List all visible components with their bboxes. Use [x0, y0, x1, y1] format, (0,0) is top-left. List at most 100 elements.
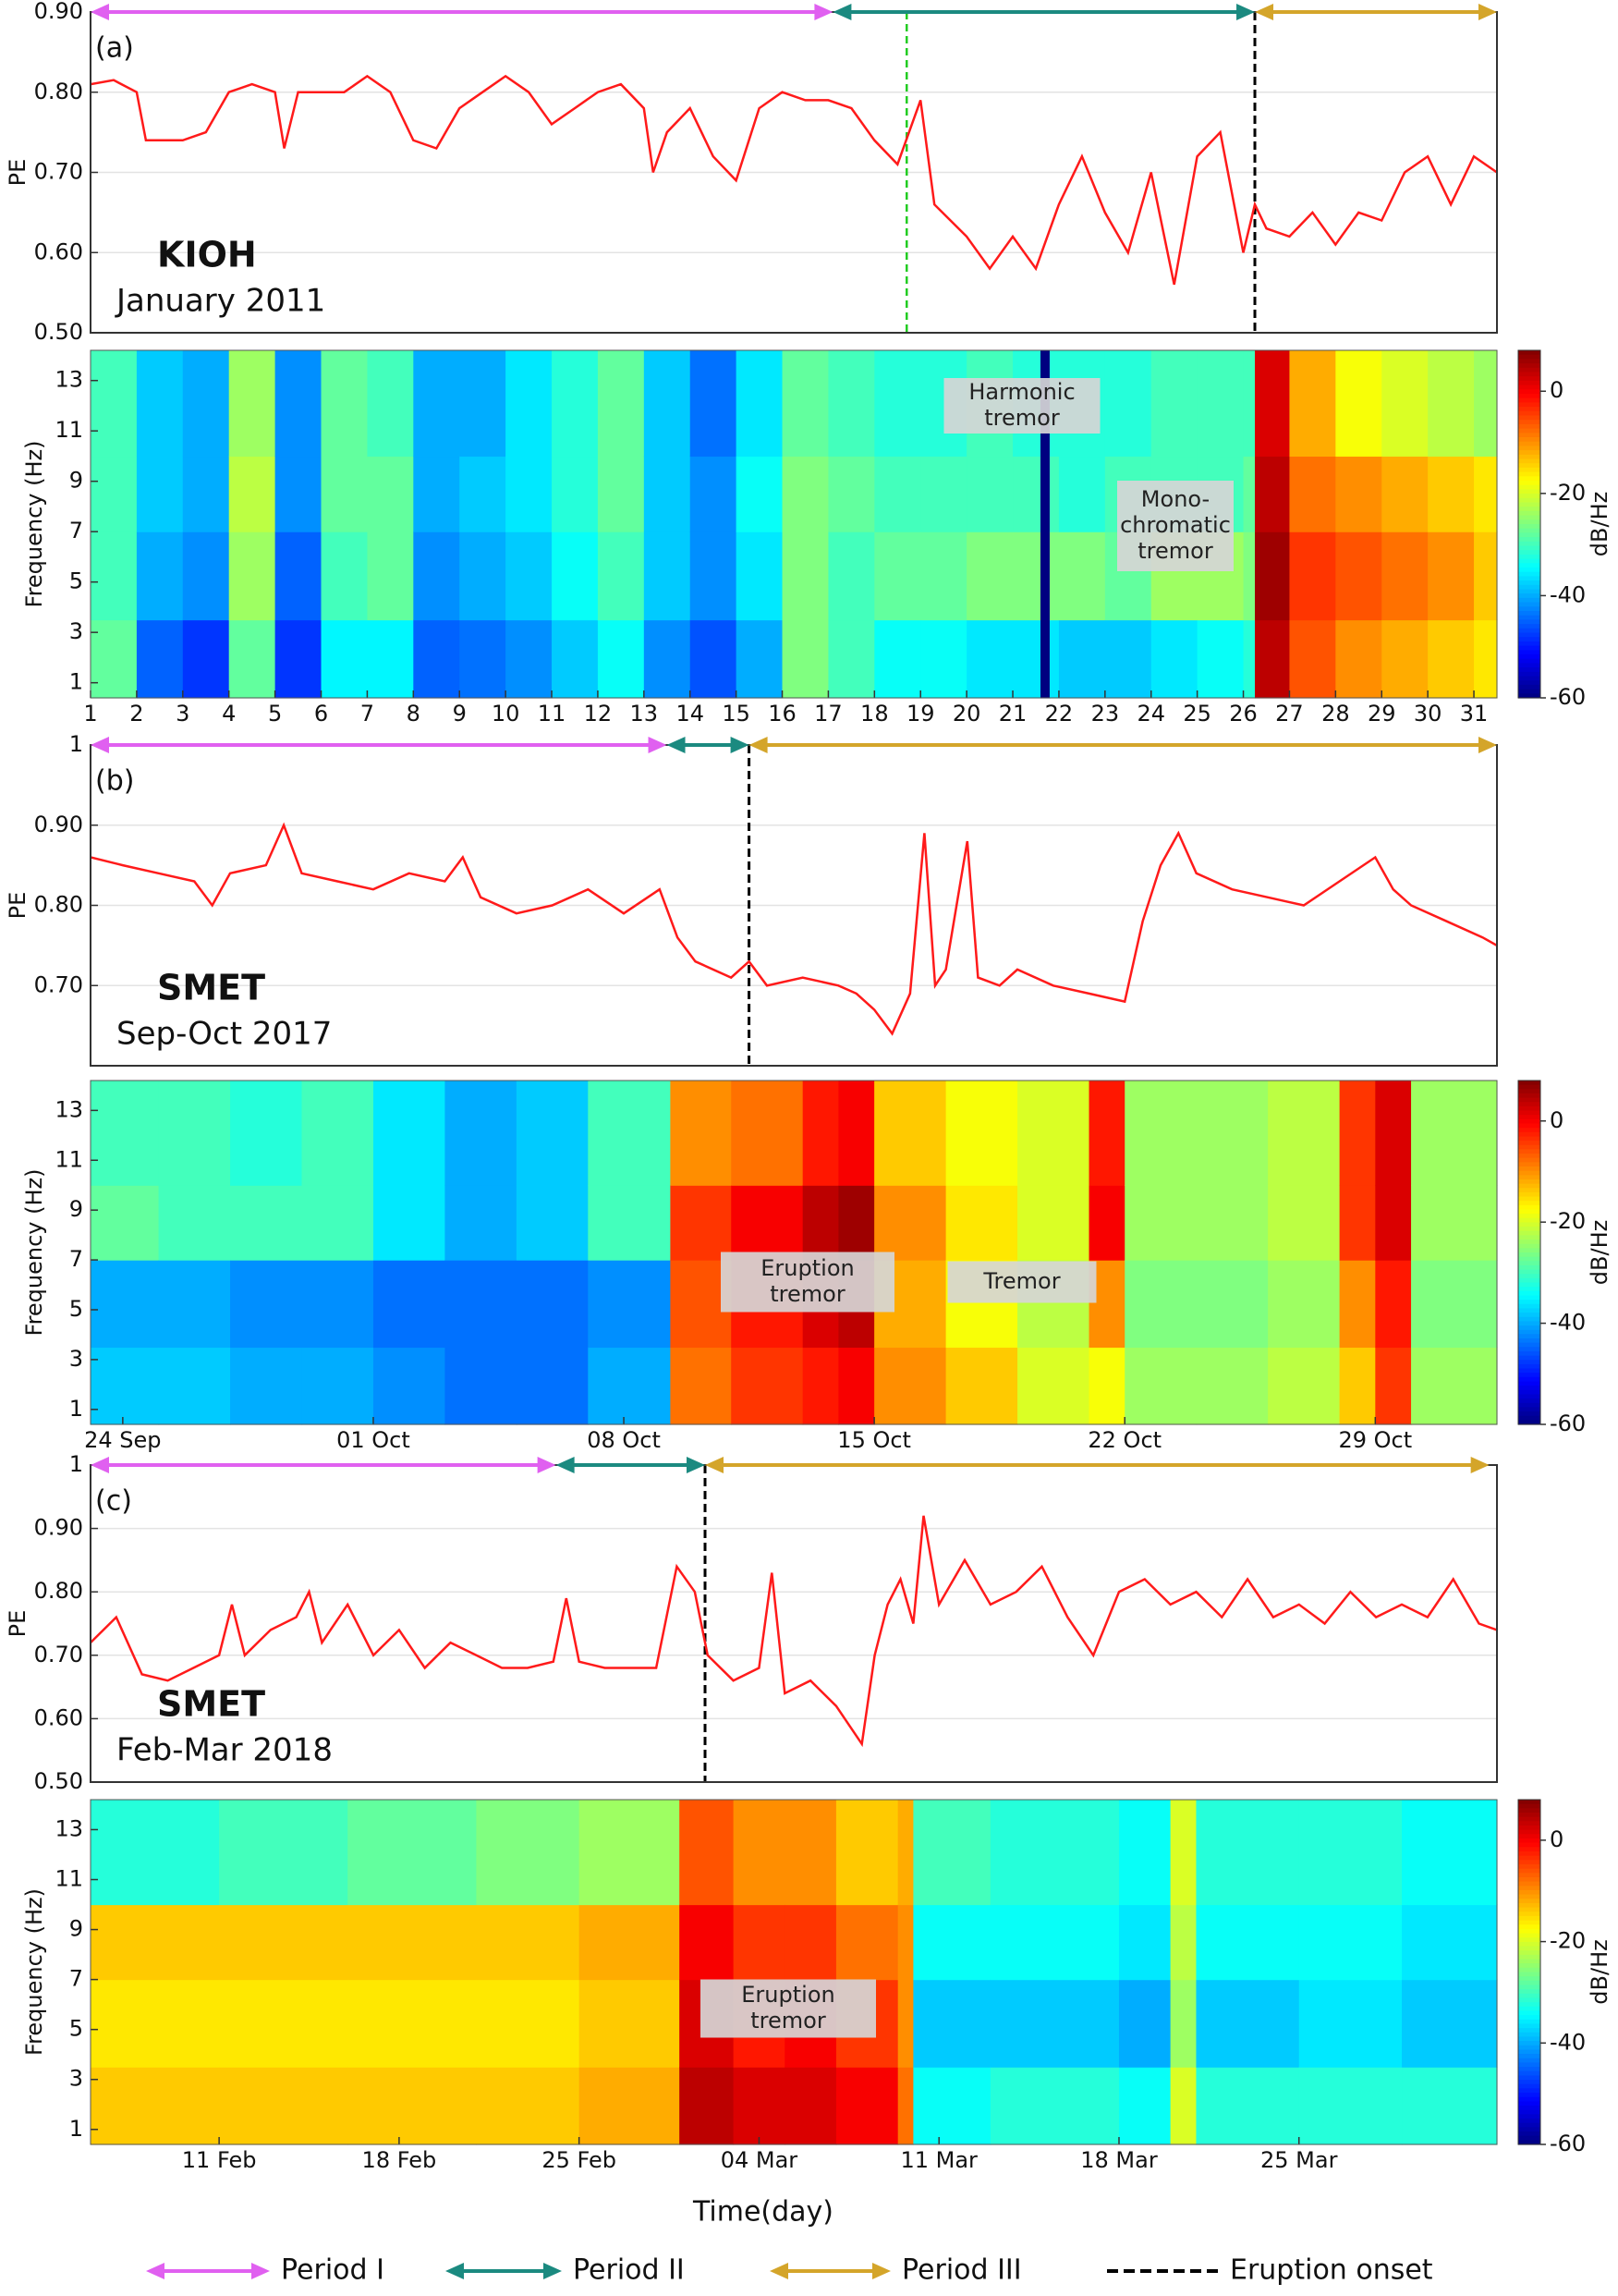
colorbar-segment [1518, 1093, 1540, 1099]
annotation-text: Mono- [1141, 486, 1210, 512]
annotation-text: tremor [770, 1281, 845, 1307]
spectrogram-cell [1243, 619, 1256, 699]
spectrogram-cell [413, 531, 460, 621]
colorbar-segment [1518, 397, 1540, 403]
colorbar-segment [1518, 1800, 1540, 1805]
spectrogram-cell [920, 619, 967, 699]
colorbar-segment [1518, 1829, 1540, 1835]
annotation-box [943, 378, 1101, 434]
colorbar-segment [1518, 1347, 1540, 1352]
colorbar-segment [1518, 1993, 1540, 1999]
colorbar-segment [1518, 545, 1540, 551]
spectrogram-cell [301, 1260, 374, 1349]
spectrogram-cell [578, 1904, 680, 1981]
colorbar-segment [1518, 1166, 1540, 1172]
colorbar-tick-label: 0 [1550, 1826, 1563, 1852]
colorbar-segment [1518, 1876, 1540, 1883]
annotation-text: Harmonic [968, 379, 1075, 405]
y-axis-label: PE [5, 892, 30, 920]
annotation-text: Tremor [982, 1268, 1060, 1294]
y-tick-label: 13 [55, 1096, 83, 1122]
period-arrow-head [648, 737, 667, 753]
y-axis-label: PE [5, 1610, 30, 1638]
colorbar-segment [1518, 1911, 1540, 1917]
spectrogram-cell [670, 1347, 732, 1425]
x-tick-label: 7 [360, 701, 374, 727]
colorbar-tick-label: -60 [1550, 2131, 1586, 2156]
spectrogram-cell [91, 2067, 220, 2145]
spectrogram-cell [670, 1081, 732, 1186]
spectrogram-cell [1381, 531, 1429, 621]
spectrogram-cell [1339, 1260, 1376, 1349]
colorbar-segment [1518, 1989, 1540, 1995]
colorbar-segment [1518, 1847, 1540, 1852]
period-arrow-head [1478, 737, 1497, 753]
x-tick-label: 11 Mar [900, 2147, 978, 2173]
spectrogram-cell [1040, 619, 1051, 699]
colorbar-segment [1518, 597, 1540, 604]
spectrogram-cell [1428, 350, 1475, 458]
spectrogram-cell [967, 619, 1014, 699]
colorbar-segment [1518, 571, 1540, 577]
colorbar-segment [1518, 1980, 1540, 1986]
spectrogram-cell [913, 1979, 991, 2068]
colorbar-segment [1518, 407, 1540, 412]
spectrogram-cell [588, 1185, 671, 1261]
colorbar-segment [1518, 1217, 1540, 1224]
x-tick-label: 5 [268, 701, 282, 727]
spectrogram-cell [1013, 456, 1041, 532]
spectrogram-cell [1474, 619, 1498, 699]
spectrogram-cell [91, 1260, 160, 1349]
spectrogram-cell [347, 2067, 477, 2145]
colorbar-segment [1518, 1325, 1540, 1331]
colorbar-segment [1518, 1350, 1540, 1357]
x-tick-label: 04 Mar [721, 2147, 798, 2173]
spectrogram-cell [1118, 2067, 1172, 2145]
colorbar-segment [1518, 676, 1540, 681]
y-tick-label: 9 [69, 468, 83, 494]
spectrogram-cell [1196, 1904, 1300, 1981]
spectrogram-cell [1255, 619, 1291, 699]
colorbar-segment [1518, 1855, 1540, 1861]
colorbar-segment [1518, 1868, 1540, 1874]
panel-label: (b) [95, 765, 134, 798]
y-tick-label: 3 [69, 618, 83, 644]
spectrogram-cell [516, 1185, 589, 1261]
spectrogram-cell [689, 456, 737, 532]
colorbar-segment [1518, 593, 1540, 599]
colorbar-segment [1518, 1899, 1540, 1904]
spectrogram-cell [967, 456, 1014, 532]
y-tick-label: 13 [55, 367, 83, 393]
colorbar-segment [1518, 1881, 1540, 1887]
colorbar-segment [1518, 1308, 1540, 1313]
colorbar-segment [1518, 1123, 1540, 1129]
colorbar-tick-label: -60 [1550, 1411, 1586, 1436]
pe-line [91, 1515, 1497, 1748]
legend-swatch-head [770, 2263, 788, 2279]
colorbar-label: dB/Hz [1587, 1220, 1612, 1285]
colorbar-segment [1518, 1201, 1540, 1206]
colorbar-segment [1518, 1907, 1540, 1912]
spectrogram-cell [1150, 350, 1198, 458]
spectrogram-cell [990, 1979, 1120, 2068]
spectrogram-cell [945, 1081, 1018, 1186]
x-tick-label: 08 Oct [587, 1427, 661, 1453]
y-axis-label: PE [5, 159, 30, 187]
y-tick-label: 7 [69, 518, 83, 543]
spectrogram-cell [689, 619, 737, 699]
colorbar-segment [1518, 1115, 1540, 1120]
spectrogram-cell [1298, 1800, 1403, 1906]
y-tick-label: 11 [55, 417, 83, 443]
colorbar-segment [1518, 350, 1540, 356]
spectrogram-cell [1428, 456, 1475, 532]
spectrogram-cell [1040, 531, 1051, 621]
colorbar-segment [1518, 2109, 1540, 2115]
spectrogram-cell [588, 1347, 671, 1425]
colorbar-segment [1518, 2114, 1540, 2119]
spectrogram-cell [91, 1347, 160, 1425]
x-tick-label: 18 Feb [362, 2147, 437, 2173]
spectrogram-cell [1255, 531, 1291, 621]
spectrogram-cell [1411, 1347, 1498, 1425]
spectrogram-cell [516, 1260, 589, 1349]
spectrogram-cell [552, 350, 599, 458]
